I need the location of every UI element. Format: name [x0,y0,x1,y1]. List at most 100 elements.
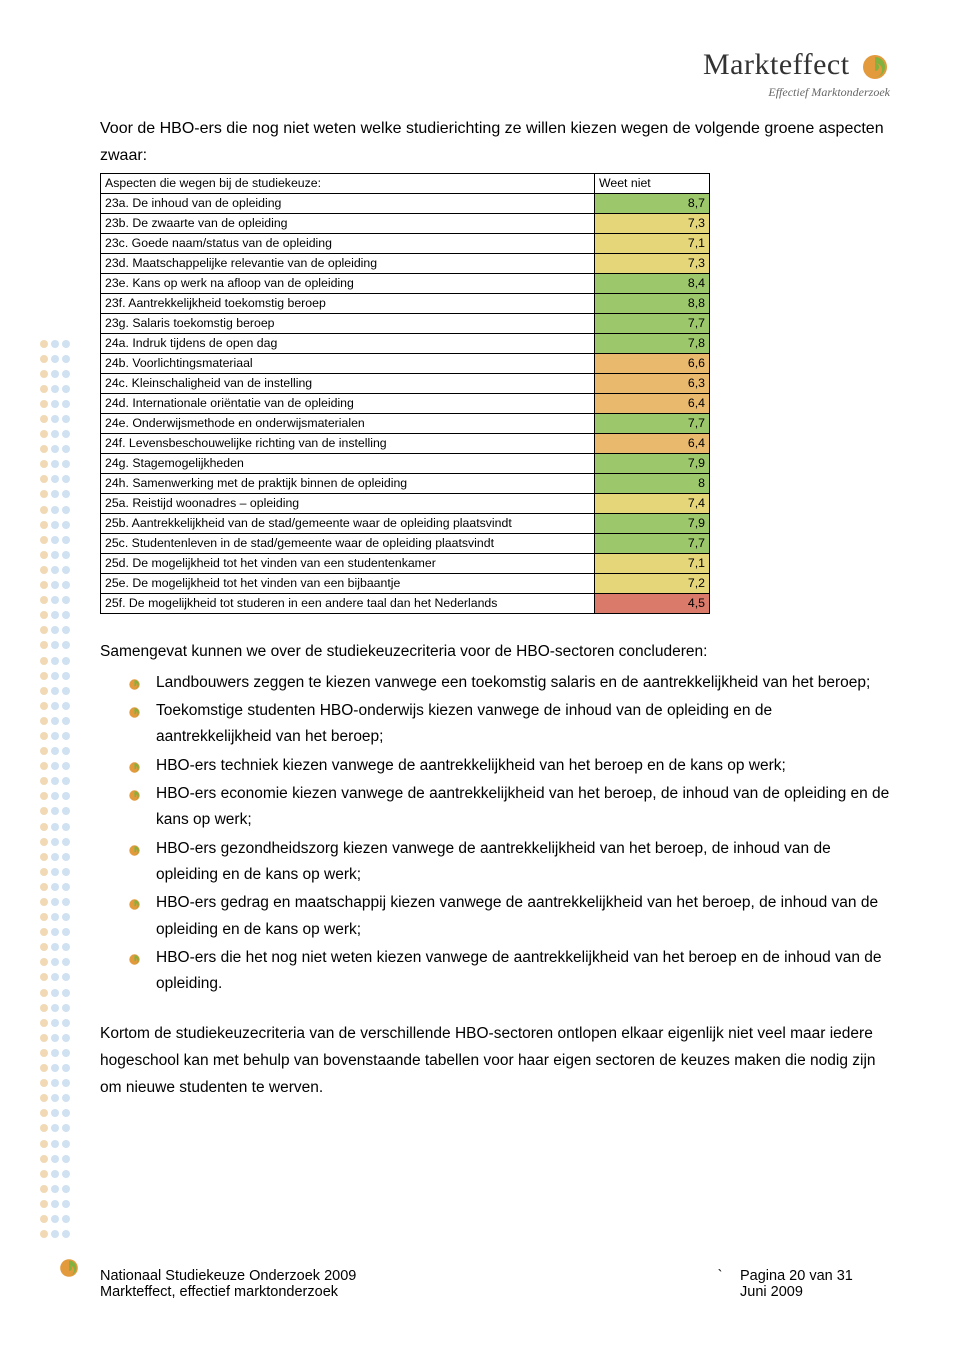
brand-tagline: Effectief Marktonderzoek [703,85,890,100]
aspect-label: 24c. Kleinschaligheid van de instelling [101,374,595,394]
decor-dot [62,551,70,559]
decor-dot [51,838,59,846]
decor-dot [62,853,70,861]
decor-dot [40,1215,48,1223]
decor-dot [40,989,48,997]
decor-dot [40,430,48,438]
table-row: 23c. Goede naam/status van de opleiding7… [101,234,710,254]
closing-paragraph: Kortom de studiekeuzecriteria van de ver… [100,1020,890,1101]
aspect-value: 7,7 [595,314,710,334]
aspect-value: 8 [595,474,710,494]
table-row: 25c. Studentenleven in de stad/gemeente … [101,534,710,554]
aspect-value: 7,9 [595,514,710,534]
decor-dot [40,1049,48,1057]
decor-dot [62,1034,70,1042]
decor-dot [62,898,70,906]
bullet-text: HBO-ers gedrag en maatschappij kiezen va… [156,894,878,937]
decor-dot [51,536,59,544]
decor-dot [62,777,70,785]
decor-dot [62,1140,70,1148]
decor-dot [40,521,48,529]
decor-dot [40,1124,48,1132]
decor-dot [51,868,59,876]
decor-dot [40,611,48,619]
decor-dot [51,792,59,800]
aspect-table: Aspecten die wegen bij de studiekeuze: W… [100,173,710,614]
decor-dot [51,807,59,815]
decor-dot [51,1094,59,1102]
decor-dot [40,1034,48,1042]
bullet-text: HBO-ers techniek kiezen vanwege de aantr… [156,757,786,774]
aspect-label: 23g. Salaris toekomstig beroep [101,314,595,334]
decor-dot [51,672,59,680]
aspect-label: 23b. De zwaarte van de opleiding [101,214,595,234]
bullet-text: Toekomstige studenten HBO-onderwijs kiez… [156,702,772,745]
decor-dot [62,536,70,544]
swirl-icon [128,785,141,811]
aspect-label: 24f. Levensbeschouwelijke richting van d… [101,434,595,454]
table-row: 23e. Kans op werk na afloop van de oplei… [101,274,710,294]
decor-dot [40,460,48,468]
decor-dot [62,355,70,363]
decor-dot [40,1109,48,1117]
decor-dot [40,536,48,544]
decor-dot [62,400,70,408]
aspect-value: 8,4 [595,274,710,294]
table-row: 25d. De mogelijkheid tot het vinden van … [101,554,710,574]
aspect-label: 25a. Reistijd woonadres – opleiding [101,494,595,514]
decor-dot [62,475,70,483]
decor-dot [40,415,48,423]
decor-dot [51,1124,59,1132]
decor-dot [51,943,59,951]
aspect-label: 25b. Aantrekkelijkheid van de stad/gemee… [101,514,595,534]
decor-dot [40,1155,48,1163]
aspect-label: 23c. Goede naam/status van de opleiding [101,234,595,254]
aspect-value: 7,2 [595,574,710,594]
decor-dot [62,838,70,846]
aspect-label: 23d. Maatschappelijke relevantie van de … [101,254,595,274]
decor-dot [51,430,59,438]
decor-dot [51,400,59,408]
decor-dot [40,687,48,695]
decor-dot [40,807,48,815]
decor-dot [51,989,59,997]
table-row: 24d. Internationale oriëntatie van de op… [101,394,710,414]
aspect-value: 6,3 [595,374,710,394]
decor-dot [62,581,70,589]
decor-dot [40,657,48,665]
decor-dot [51,1064,59,1072]
table-row: 25f. De mogelijkheid tot studeren in een… [101,594,710,614]
decor-dot [62,702,70,710]
decor-dot [51,853,59,861]
table-row: 23d. Maatschappelijke relevantie van de … [101,254,710,274]
decor-dot [40,958,48,966]
decor-dot [62,490,70,498]
decor-dot [62,958,70,966]
table-row: 24e. Onderwijsmethode en onderwijsmateri… [101,414,710,434]
decor-dot [51,1215,59,1223]
intro-text: Voor de HBO-ers die nog niet weten welke… [100,115,890,169]
decor-dot [40,581,48,589]
aspect-value: 7,3 [595,214,710,234]
decor-dot [40,913,48,921]
aspect-value: 6,6 [595,354,710,374]
aspect-value: 7,1 [595,554,710,574]
decor-dot [62,989,70,997]
decor-dot [40,340,48,348]
decor-dot [62,747,70,755]
swirl-icon [128,949,141,975]
decor-dot [62,672,70,680]
decor-dot [62,430,70,438]
swirl-icon [128,702,141,728]
summary-intro: Samengevat kunnen we over de studiekeuze… [100,638,890,665]
decor-dot [62,807,70,815]
list-item: HBO-ers die het nog niet weten kiezen va… [128,945,890,998]
decor-dot [40,596,48,604]
decor-dot [51,626,59,634]
decor-dot [62,928,70,936]
decor-dot [62,1170,70,1178]
decor-dot [40,883,48,891]
decor-dot [62,1079,70,1087]
decor-dot [40,1094,48,1102]
table-row: 24f. Levensbeschouwelijke richting van d… [101,434,710,454]
